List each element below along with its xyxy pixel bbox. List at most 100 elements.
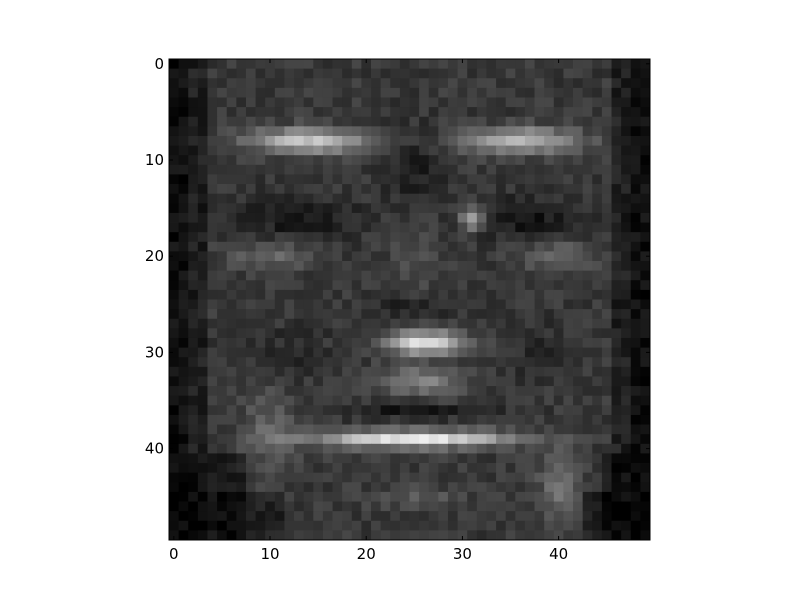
heatmap-cell <box>342 386 353 397</box>
heatmap-cell <box>178 251 189 262</box>
heatmap-cell <box>640 241 651 252</box>
x-tick-label: 30 <box>453 545 472 563</box>
heatmap-cell <box>274 116 285 127</box>
heatmap-cell <box>496 328 507 339</box>
heatmap-cell <box>313 376 324 387</box>
heatmap-cell <box>563 78 574 89</box>
heatmap-cell <box>630 328 641 339</box>
heatmap-cell <box>236 309 247 320</box>
heatmap-cell <box>265 491 276 502</box>
heatmap-cell <box>621 87 632 98</box>
heatmap-cell <box>294 107 305 118</box>
heatmap-cell <box>496 482 507 493</box>
heatmap-cell <box>274 366 285 377</box>
heatmap-cell <box>361 289 372 300</box>
heatmap-cell <box>505 501 516 512</box>
heatmap-cell <box>476 357 487 368</box>
heatmap-cell <box>438 251 449 262</box>
heatmap-cell <box>322 78 333 89</box>
heatmap-cell <box>563 68 574 79</box>
heatmap-cell <box>409 357 420 368</box>
heatmap-cell <box>313 155 324 166</box>
heatmap-cell <box>274 241 285 252</box>
heatmap-cell <box>640 463 651 474</box>
heatmap-cell <box>573 212 584 223</box>
heatmap-cell <box>361 68 372 79</box>
heatmap-cell <box>342 520 353 531</box>
heatmap-cell <box>207 232 218 243</box>
heatmap-cell <box>361 116 372 127</box>
heatmap-cell <box>611 443 622 454</box>
heatmap-cell <box>457 501 468 512</box>
heatmap-cell <box>524 318 535 329</box>
heatmap-cell <box>419 241 430 252</box>
heatmap-cell <box>544 68 555 79</box>
heatmap-cell <box>505 482 516 493</box>
heatmap-cell <box>274 347 285 358</box>
heatmap-cell <box>573 424 584 435</box>
heatmap-cell <box>284 193 295 204</box>
heatmap-cell <box>294 251 305 262</box>
heatmap-cell <box>563 520 574 531</box>
heatmap-cell <box>582 270 593 281</box>
heatmap-cell <box>438 135 449 146</box>
heatmap-cell <box>582 309 593 320</box>
heatmap-cell <box>371 501 382 512</box>
heatmap-cell <box>428 241 439 252</box>
heatmap-cell <box>573 405 584 416</box>
heatmap-cell <box>409 126 420 137</box>
heatmap-cell <box>332 328 343 339</box>
heatmap-cell <box>255 251 266 262</box>
heatmap-cell <box>178 386 189 397</box>
heatmap-cell <box>438 318 449 329</box>
heatmap-cell <box>467 386 478 397</box>
heatmap-cell <box>284 97 295 108</box>
heatmap-cell <box>207 434 218 445</box>
heatmap-cell <box>515 337 526 348</box>
heatmap-cell <box>534 222 545 233</box>
heatmap-cell <box>226 501 237 512</box>
heatmap-cell <box>169 116 180 127</box>
heatmap-cell <box>390 289 401 300</box>
heatmap-cell <box>361 261 372 272</box>
heatmap-cell <box>255 395 266 406</box>
heatmap-cell <box>553 472 564 483</box>
heatmap-cell <box>457 164 468 175</box>
heatmap-cell <box>284 174 295 185</box>
heatmap-cell <box>592 280 603 291</box>
heatmap-cell <box>630 414 641 425</box>
heatmap-cell <box>447 59 458 70</box>
heatmap-cell <box>207 87 218 98</box>
heatmap-cell <box>294 337 305 348</box>
heatmap-cell <box>457 135 468 146</box>
heatmap-cell <box>573 357 584 368</box>
heatmap-cell <box>467 203 478 214</box>
heatmap-cell <box>630 309 641 320</box>
heatmap-cell <box>380 530 391 541</box>
heatmap-cell <box>496 280 507 291</box>
heatmap-cell <box>438 357 449 368</box>
heatmap-cell <box>447 491 458 502</box>
heatmap-cell <box>524 357 535 368</box>
heatmap-cell <box>621 261 632 272</box>
heatmap-cell <box>178 357 189 368</box>
heatmap-cell <box>342 337 353 348</box>
heatmap-cell <box>236 280 247 291</box>
heatmap-cell <box>380 155 391 166</box>
heatmap-cell <box>457 463 468 474</box>
heatmap-cell <box>428 318 439 329</box>
heatmap-cell <box>284 68 295 79</box>
heatmap-cell <box>515 203 526 214</box>
heatmap-cell <box>322 357 333 368</box>
heatmap-cell <box>294 222 305 233</box>
heatmap-cell <box>313 232 324 243</box>
heatmap-cell <box>361 299 372 310</box>
heatmap-cell <box>274 145 285 156</box>
heatmap-cell <box>621 299 632 310</box>
heatmap-cell <box>592 251 603 262</box>
heatmap-cell <box>582 68 593 79</box>
heatmap-cell <box>573 280 584 291</box>
heatmap-cell <box>505 135 516 146</box>
heatmap-cell <box>438 193 449 204</box>
heatmap-cell <box>332 511 343 522</box>
